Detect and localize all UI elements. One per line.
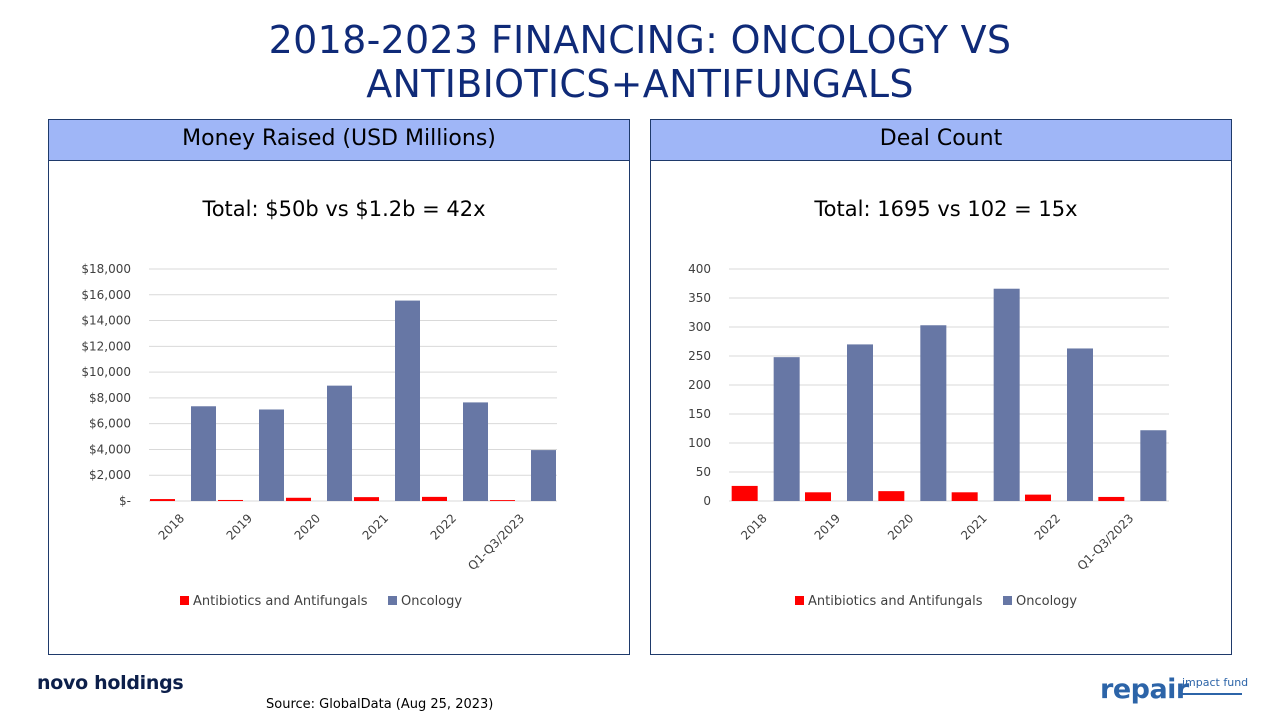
bar-antibiotics bbox=[1025, 494, 1051, 501]
x-tick-label: 2018 bbox=[156, 511, 187, 542]
bar-oncology bbox=[463, 402, 488, 501]
x-tick-label: 2021 bbox=[360, 511, 391, 542]
y-tick-label: 150 bbox=[688, 407, 711, 421]
x-tick-label: 2020 bbox=[292, 511, 323, 542]
y-tick-label: 100 bbox=[688, 436, 711, 450]
money-raised-chart: Total: $50b vs $1.2b = 42x $- $2,000 $4,000… bbox=[81, 197, 557, 609]
bar-antibiotics bbox=[286, 497, 311, 501]
bar-antibiotics bbox=[878, 491, 905, 501]
y-tick-label: $- bbox=[119, 494, 131, 508]
repair-impact-fund-logo: repair impact fund bbox=[1098, 672, 1248, 708]
bar-antibiotics bbox=[354, 497, 379, 501]
bar-oncology bbox=[531, 450, 556, 501]
legend-swatch-antibiotics bbox=[180, 596, 189, 605]
legend-swatch-oncology bbox=[1003, 596, 1012, 605]
bar-oncology bbox=[847, 344, 873, 501]
legend-label-antibiotics: Antibiotics and Antifungals bbox=[193, 594, 368, 609]
bar-antibiotics bbox=[490, 500, 515, 501]
money-raised-header: Money Raised (USD Millions) bbox=[49, 120, 629, 161]
legend-label-antibiotics: Antibiotics and Antifungals bbox=[808, 594, 983, 609]
bar-antibiotics bbox=[422, 496, 447, 501]
x-tick-label: Q1-Q3/2023 bbox=[465, 511, 527, 573]
y-tick-label: 400 bbox=[688, 262, 711, 276]
y-tick-label: 50 bbox=[696, 465, 711, 479]
y-tick-label: $6,000 bbox=[89, 417, 131, 431]
y-tick-label: 200 bbox=[688, 378, 711, 392]
bar-oncology bbox=[259, 409, 284, 501]
legend-swatch-oncology bbox=[388, 596, 397, 605]
deal-count-panel: Deal Count Total: 1695 vs 102 = 15x 0 50 10… bbox=[650, 119, 1232, 655]
bar-oncology bbox=[1140, 430, 1167, 501]
chart-title: Total: 1695 vs 102 = 15x bbox=[813, 197, 1077, 221]
bar-oncology bbox=[191, 406, 216, 501]
x-tick-label: 2022 bbox=[1032, 511, 1063, 542]
bar-antibiotics bbox=[150, 499, 175, 501]
y-tick-label: $2,000 bbox=[89, 468, 131, 482]
y-tick-label: $16,000 bbox=[81, 288, 131, 302]
y-tick-label: 250 bbox=[688, 349, 711, 363]
money-raised-panel: Money Raised (USD Millions) Total: $50b … bbox=[48, 119, 630, 655]
repair-logo-text: repair bbox=[1100, 674, 1189, 705]
y-tick-label: $8,000 bbox=[89, 391, 131, 405]
legend-swatch-antibiotics bbox=[795, 596, 804, 605]
x-tick-label: 2020 bbox=[885, 511, 916, 542]
y-tick-label: $18,000 bbox=[81, 262, 131, 276]
bar-oncology bbox=[1067, 348, 1093, 501]
bar-oncology bbox=[395, 300, 420, 501]
y-tick-label: $4,000 bbox=[89, 442, 131, 456]
source-note: Source: GlobalData (Aug 25, 2023) bbox=[266, 697, 494, 712]
y-tick-label: $12,000 bbox=[81, 339, 131, 353]
x-tick-label: 2019 bbox=[812, 511, 843, 542]
legend-label-oncology: Oncology bbox=[401, 594, 462, 609]
logo-underline bbox=[1182, 693, 1242, 695]
impact-fund-logo-text: impact fund bbox=[1182, 676, 1249, 689]
y-tick-label: 0 bbox=[703, 494, 711, 508]
y-tick-label: 300 bbox=[688, 320, 711, 334]
bar-antibiotics bbox=[731, 485, 758, 501]
x-tick-label: 2021 bbox=[958, 511, 989, 542]
x-tick-label: 2018 bbox=[738, 511, 769, 542]
bar-antibiotics bbox=[218, 499, 243, 501]
x-tick-label: 2019 bbox=[224, 511, 255, 542]
bar-oncology bbox=[327, 385, 352, 501]
page-title: 2018-2023 FINANCING: ONCOLOGY VS ANTIBIO… bbox=[268, 18, 1012, 106]
x-tick-label: Q1-Q3/2023 bbox=[1075, 511, 1137, 573]
y-tick-label: $10,000 bbox=[81, 365, 131, 379]
legend-label-oncology: Oncology bbox=[1016, 594, 1077, 609]
bar-antibiotics bbox=[1098, 496, 1125, 501]
deal-count-chart: Total: 1695 vs 102 = 15x 0 50 100 150 200 250 3… bbox=[688, 197, 1169, 609]
y-tick-label: $14,000 bbox=[81, 314, 131, 328]
y-tick-label: 350 bbox=[688, 291, 711, 305]
deal-count-header: Deal Count bbox=[651, 120, 1231, 161]
chart-title: Total: $50b vs $1.2b = 42x bbox=[201, 197, 485, 221]
bar-oncology bbox=[920, 325, 947, 501]
x-tick-label: 2022 bbox=[428, 511, 459, 542]
bar-oncology bbox=[993, 288, 1020, 501]
novo-holdings-logo: novo holdings bbox=[37, 672, 184, 694]
bar-antibiotics bbox=[805, 492, 831, 501]
bar-oncology bbox=[773, 357, 800, 501]
bar-antibiotics bbox=[951, 492, 978, 501]
